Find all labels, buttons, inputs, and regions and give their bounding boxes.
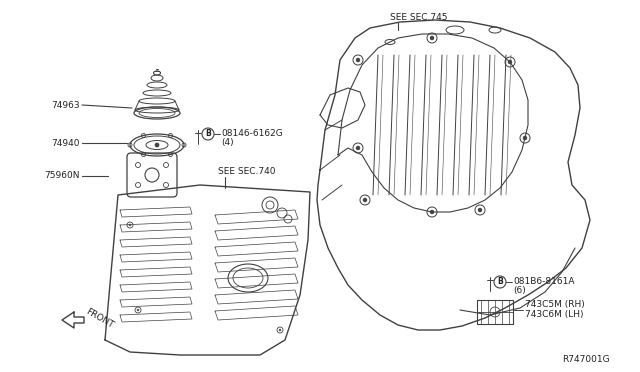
Circle shape — [430, 210, 434, 214]
Text: 743C6M (LH): 743C6M (LH) — [525, 310, 584, 318]
Text: B: B — [205, 129, 211, 138]
Text: SEE SEC.745: SEE SEC.745 — [390, 13, 447, 22]
Text: R747001G: R747001G — [563, 356, 610, 365]
Text: 08146-6162G: 08146-6162G — [221, 129, 283, 138]
Circle shape — [137, 309, 139, 311]
Circle shape — [363, 198, 367, 202]
Circle shape — [356, 146, 360, 150]
Text: 743C5M (RH): 743C5M (RH) — [525, 299, 585, 308]
Circle shape — [523, 136, 527, 140]
Text: (6): (6) — [513, 286, 525, 295]
Text: SEE SEC.740: SEE SEC.740 — [218, 167, 275, 176]
Circle shape — [279, 329, 281, 331]
Text: 74963: 74963 — [51, 100, 80, 109]
Text: B: B — [497, 278, 503, 286]
Text: 081B6-8161A: 081B6-8161A — [513, 278, 575, 286]
Circle shape — [155, 143, 159, 147]
Circle shape — [508, 60, 512, 64]
Text: (4): (4) — [221, 138, 234, 148]
Circle shape — [430, 36, 434, 40]
Text: 74940: 74940 — [51, 138, 80, 148]
Circle shape — [129, 224, 131, 226]
Circle shape — [356, 58, 360, 62]
Text: 75960N: 75960N — [45, 171, 80, 180]
Circle shape — [478, 208, 482, 212]
Text: FRONT: FRONT — [84, 307, 115, 330]
